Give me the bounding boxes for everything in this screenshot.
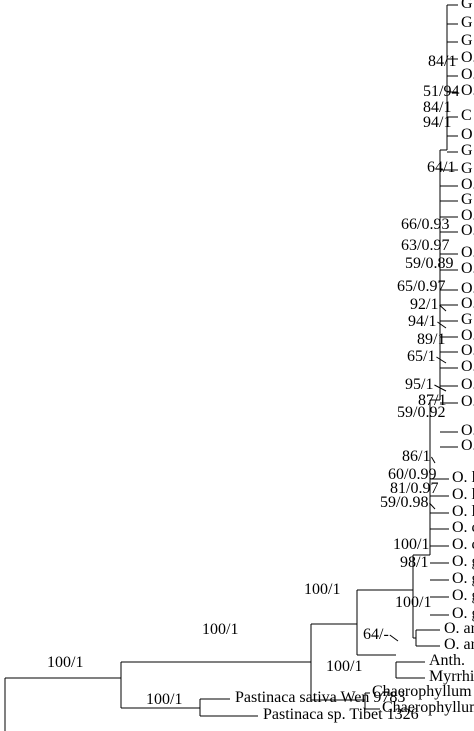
leader-line bbox=[429, 502, 436, 510]
tip-label: O. bbox=[461, 327, 474, 344]
support-value: 94/1 bbox=[423, 114, 451, 131]
tip-label: G bbox=[461, 14, 473, 31]
tip-label: O. clayto bbox=[452, 536, 474, 553]
support-value: 100/1 bbox=[326, 658, 362, 675]
tip-label: O. bbox=[461, 207, 474, 224]
tip-label: Pastinaca sativa Wen 9783 bbox=[235, 689, 405, 706]
tip-label: O. glabr bbox=[452, 587, 474, 604]
tip-label: O. bbox=[461, 66, 474, 83]
tip-label: O. a bbox=[461, 82, 474, 99]
tip-label: G bbox=[461, 160, 473, 177]
tip-label: C bbox=[461, 107, 472, 124]
tip-label: O. bbox=[461, 280, 474, 297]
support-value: 64/- bbox=[363, 626, 389, 643]
leader-line bbox=[437, 321, 447, 329]
tree-branches bbox=[4, 5, 448, 731]
tip-label: O. glabra bbox=[452, 553, 474, 570]
support-value: 92/1 bbox=[410, 296, 438, 313]
leader-line bbox=[389, 634, 399, 642]
tip-label: O. longi bbox=[452, 503, 474, 520]
support-value: 100/1 bbox=[393, 536, 429, 553]
support-value: 84/1 bbox=[423, 99, 451, 116]
tip-label: G bbox=[461, 142, 473, 159]
tip-label: O. bi bbox=[461, 422, 474, 439]
tip-label: O. b bbox=[461, 437, 474, 454]
tip-label: O. glabra bbox=[452, 605, 474, 622]
tip-label: O. p bbox=[461, 393, 474, 410]
support-value: 59/0.89 bbox=[405, 255, 453, 272]
tip-label: Anth. bbox=[429, 652, 465, 669]
tip-label: O bbox=[461, 126, 473, 143]
support-value: 63/0.97 bbox=[401, 237, 449, 254]
tip-label: O. longi bbox=[452, 486, 474, 503]
tip-label: O. t bbox=[461, 358, 474, 375]
tip-label: O. b bbox=[461, 244, 474, 261]
tip-label: G bbox=[461, 0, 473, 12]
tip-label: Chaerophyllum roseum V bbox=[382, 699, 474, 716]
support-value: 100/1 bbox=[202, 621, 238, 638]
support-value: 100/1 bbox=[146, 691, 182, 708]
tip-label: O. aristi bbox=[444, 620, 474, 637]
support-value: 60/0.99 bbox=[388, 466, 436, 483]
leader-line bbox=[436, 356, 447, 364]
tip-label: G bbox=[461, 32, 473, 49]
leader-line bbox=[431, 456, 436, 464]
support-value: 66/0.93 bbox=[401, 216, 449, 233]
tip-label: O. glabr bbox=[452, 570, 474, 587]
support-value: 100/1 bbox=[395, 594, 431, 611]
support-value: 59/0.98 bbox=[380, 494, 428, 511]
support-value: 81/0.97 bbox=[390, 480, 438, 497]
tip-label: O. t bbox=[461, 342, 474, 359]
tip-label: O. arista bbox=[444, 636, 474, 653]
support-value: 89/1 bbox=[417, 331, 445, 348]
tip-label: O. bbox=[461, 49, 474, 66]
tip-label: Chaerophyllum aureum Wen 7 bbox=[372, 683, 474, 700]
support-value: 65/1 bbox=[407, 348, 435, 365]
tip-label: G bbox=[461, 191, 473, 208]
support-value: 51/94 bbox=[423, 83, 459, 100]
tip-label: O. . bbox=[461, 376, 474, 393]
support-value: 94/1 bbox=[408, 313, 436, 330]
tip-label: O. bbox=[461, 176, 474, 193]
tip-label: O. bbox=[461, 222, 474, 239]
support-value: 95/1 bbox=[405, 376, 433, 393]
support-value: 86/1 bbox=[402, 448, 430, 465]
support-group: 84/151/9484/194/164/166/0.9363/0.9759/0.… bbox=[47, 53, 459, 708]
support-value: 100/1 bbox=[304, 581, 340, 598]
leader-line bbox=[439, 304, 447, 312]
tip-label: O. clayto bbox=[452, 519, 474, 536]
support-value: 64/1 bbox=[427, 159, 455, 176]
leader-line bbox=[434, 384, 447, 392]
support-value: 84/1 bbox=[428, 53, 456, 70]
support-value: 59/0.92 bbox=[397, 404, 445, 421]
tip-label: G bbox=[461, 311, 473, 328]
tip-label: Pastinaca sp. Tibet 1326 bbox=[263, 706, 419, 723]
support-value: 98/1 bbox=[400, 554, 428, 571]
tip-label: Myrrhis odora bbox=[429, 668, 474, 685]
tip-label: O. bbox=[461, 295, 474, 312]
tip-label: O. longi bbox=[452, 469, 474, 486]
support-value: 87/1 bbox=[418, 392, 446, 409]
support-value: 65/0.97 bbox=[397, 278, 445, 295]
support-value: 100/1 bbox=[47, 654, 83, 671]
tip-label: O. b bbox=[461, 260, 474, 277]
